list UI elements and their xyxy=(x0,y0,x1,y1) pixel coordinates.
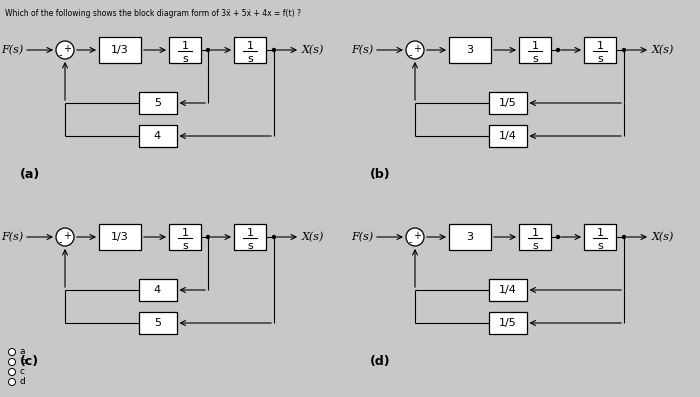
Bar xyxy=(139,279,176,301)
Bar xyxy=(139,125,176,147)
Text: -: - xyxy=(58,50,62,60)
Circle shape xyxy=(8,378,15,385)
Circle shape xyxy=(56,41,74,59)
Text: (b): (b) xyxy=(370,168,391,181)
Bar xyxy=(584,224,616,250)
Circle shape xyxy=(206,48,210,52)
Text: +: + xyxy=(63,44,71,54)
Bar xyxy=(139,92,176,114)
Circle shape xyxy=(8,368,15,376)
Text: 1/4: 1/4 xyxy=(498,285,517,295)
Text: 5: 5 xyxy=(154,98,161,108)
Text: a: a xyxy=(20,347,25,357)
Text: 1/5: 1/5 xyxy=(498,318,517,328)
Text: 1: 1 xyxy=(246,228,253,238)
Bar xyxy=(234,224,266,250)
Text: (d): (d) xyxy=(370,355,391,368)
Text: -: - xyxy=(408,50,412,60)
Text: 1/4: 1/4 xyxy=(498,131,517,141)
Text: 1: 1 xyxy=(596,228,603,238)
Circle shape xyxy=(406,41,424,59)
Circle shape xyxy=(206,235,210,239)
Circle shape xyxy=(556,235,560,239)
Text: F(s): F(s) xyxy=(1,232,23,242)
Bar xyxy=(489,92,526,114)
Circle shape xyxy=(622,48,626,52)
Circle shape xyxy=(406,228,424,246)
Circle shape xyxy=(556,48,560,52)
Text: s: s xyxy=(532,241,538,251)
Text: X(s): X(s) xyxy=(652,232,674,242)
Circle shape xyxy=(622,235,626,239)
Text: 1: 1 xyxy=(246,41,253,51)
Text: 1: 1 xyxy=(181,41,188,51)
Text: c: c xyxy=(20,368,25,376)
Text: s: s xyxy=(597,54,603,64)
Text: +: + xyxy=(63,231,71,241)
Text: -: - xyxy=(408,237,412,247)
Bar xyxy=(449,224,491,250)
Text: s: s xyxy=(532,54,538,64)
Text: (a): (a) xyxy=(20,168,41,181)
Text: F(s): F(s) xyxy=(351,45,373,55)
Circle shape xyxy=(56,228,74,246)
Text: s: s xyxy=(182,54,188,64)
Text: Which of the following shows the block diagram form of 3ẍ + 5ẋ + 4x = f(t) ?: Which of the following shows the block d… xyxy=(5,9,301,18)
Circle shape xyxy=(272,48,276,52)
Circle shape xyxy=(8,358,15,366)
Text: 5: 5 xyxy=(154,318,161,328)
Bar xyxy=(519,224,551,250)
Bar xyxy=(139,312,176,334)
Text: b: b xyxy=(20,358,26,366)
Text: d: d xyxy=(20,378,26,387)
Text: 1: 1 xyxy=(181,228,188,238)
Bar xyxy=(584,37,616,63)
Text: 4: 4 xyxy=(154,285,161,295)
Text: +: + xyxy=(413,231,421,241)
Text: F(s): F(s) xyxy=(351,232,373,242)
Text: 1/5: 1/5 xyxy=(498,98,517,108)
Text: X(s): X(s) xyxy=(652,45,674,55)
Bar xyxy=(489,125,526,147)
Text: 1: 1 xyxy=(596,41,603,51)
Text: 1/3: 1/3 xyxy=(111,232,129,242)
Text: s: s xyxy=(247,241,253,251)
Bar xyxy=(169,37,201,63)
Text: 4: 4 xyxy=(154,131,161,141)
Bar xyxy=(489,279,526,301)
Text: 3: 3 xyxy=(466,45,473,55)
Text: -: - xyxy=(58,237,62,247)
Text: s: s xyxy=(247,54,253,64)
Bar xyxy=(169,224,201,250)
Text: 1: 1 xyxy=(531,41,538,51)
Text: 1/3: 1/3 xyxy=(111,45,129,55)
Text: X(s): X(s) xyxy=(302,232,324,242)
Circle shape xyxy=(272,235,276,239)
Text: 3: 3 xyxy=(466,232,473,242)
Text: F(s): F(s) xyxy=(1,45,23,55)
Bar xyxy=(519,37,551,63)
Bar xyxy=(99,224,141,250)
Text: (c): (c) xyxy=(20,355,39,368)
Text: 1: 1 xyxy=(531,228,538,238)
Bar xyxy=(99,37,141,63)
Bar xyxy=(234,37,266,63)
Text: +: + xyxy=(413,44,421,54)
Text: s: s xyxy=(182,241,188,251)
Circle shape xyxy=(8,349,15,355)
Text: X(s): X(s) xyxy=(302,45,324,55)
Text: s: s xyxy=(597,241,603,251)
Bar xyxy=(449,37,491,63)
Bar xyxy=(489,312,526,334)
